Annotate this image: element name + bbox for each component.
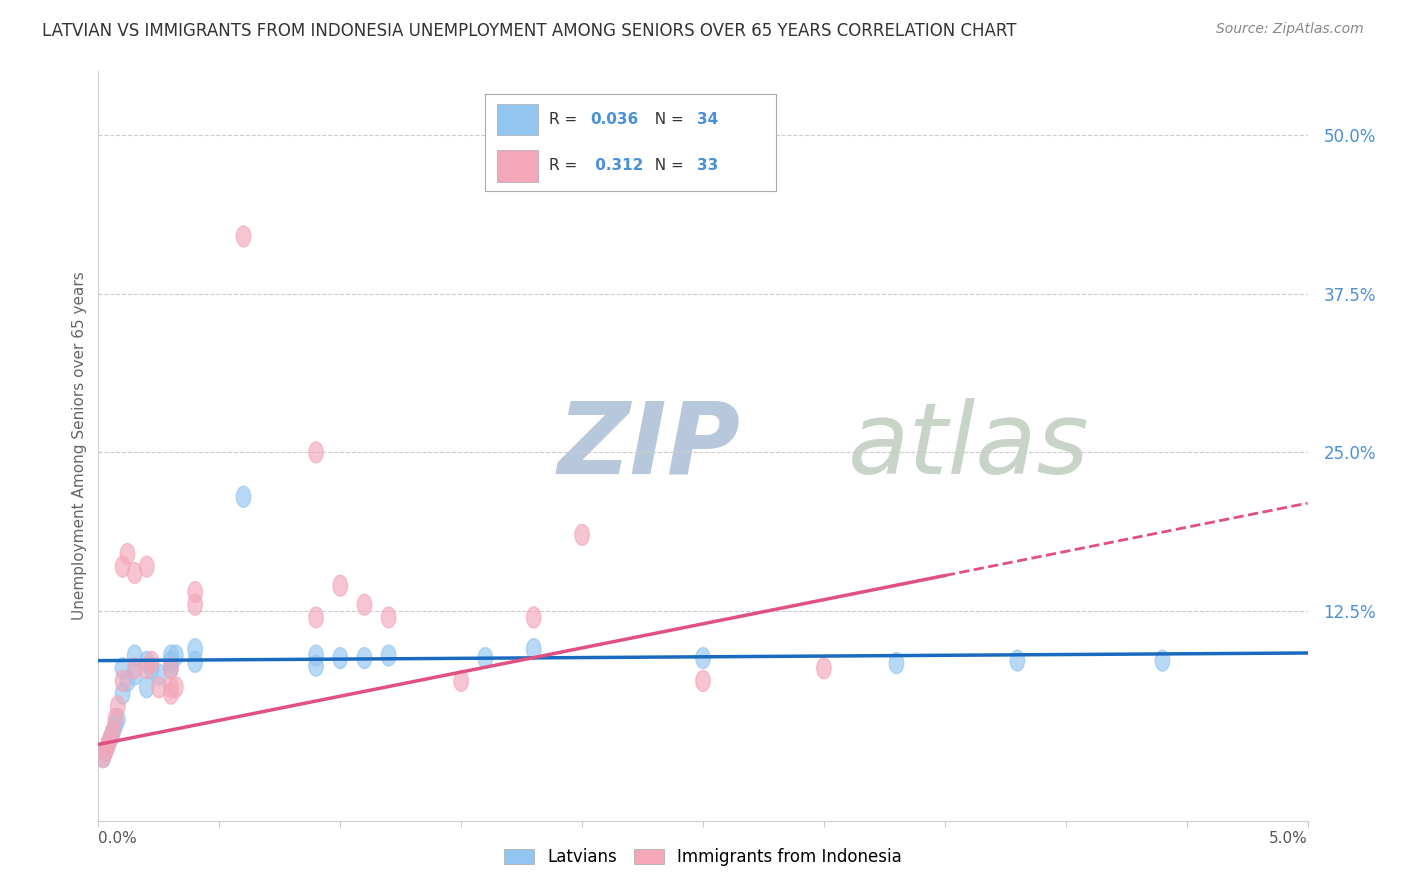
Ellipse shape <box>128 645 142 666</box>
Ellipse shape <box>115 657 129 679</box>
Ellipse shape <box>128 563 142 583</box>
Ellipse shape <box>575 524 589 545</box>
Ellipse shape <box>696 648 710 669</box>
Ellipse shape <box>120 543 135 565</box>
Ellipse shape <box>309 645 323 666</box>
Ellipse shape <box>309 442 323 463</box>
Ellipse shape <box>108 708 122 730</box>
Ellipse shape <box>163 657 179 679</box>
Ellipse shape <box>128 657 142 679</box>
Ellipse shape <box>115 683 129 704</box>
Ellipse shape <box>163 657 179 679</box>
Ellipse shape <box>817 657 831 679</box>
Ellipse shape <box>526 639 541 660</box>
Ellipse shape <box>696 671 710 691</box>
Ellipse shape <box>96 747 111 768</box>
Ellipse shape <box>152 665 166 685</box>
Ellipse shape <box>381 645 396 666</box>
Ellipse shape <box>128 665 142 685</box>
Ellipse shape <box>357 648 371 669</box>
Ellipse shape <box>111 708 125 730</box>
Ellipse shape <box>163 651 179 673</box>
Ellipse shape <box>139 677 155 698</box>
Ellipse shape <box>188 639 202 660</box>
Ellipse shape <box>1010 650 1025 671</box>
Ellipse shape <box>139 657 155 679</box>
Ellipse shape <box>1156 650 1170 671</box>
Text: LATVIAN VS IMMIGRANTS FROM INDONESIA UNEMPLOYMENT AMONG SENIORS OVER 65 YEARS CO: LATVIAN VS IMMIGRANTS FROM INDONESIA UNE… <box>42 22 1017 40</box>
Ellipse shape <box>188 651 202 673</box>
Ellipse shape <box>111 696 125 717</box>
Ellipse shape <box>101 734 115 755</box>
Ellipse shape <box>105 722 120 742</box>
Ellipse shape <box>115 671 129 691</box>
Ellipse shape <box>236 226 250 247</box>
Ellipse shape <box>98 740 112 761</box>
Ellipse shape <box>169 677 183 698</box>
Text: Source: ZipAtlas.com: Source: ZipAtlas.com <box>1216 22 1364 37</box>
Text: 5.0%: 5.0% <box>1268 830 1308 846</box>
Ellipse shape <box>454 671 468 691</box>
Ellipse shape <box>163 683 179 704</box>
Ellipse shape <box>188 582 202 602</box>
Ellipse shape <box>309 656 323 676</box>
Legend: Latvians, Immigrants from Indonesia: Latvians, Immigrants from Indonesia <box>496 840 910 875</box>
Ellipse shape <box>139 651 155 673</box>
Ellipse shape <box>98 740 112 761</box>
Ellipse shape <box>381 607 396 628</box>
Ellipse shape <box>889 653 904 673</box>
Ellipse shape <box>103 728 118 748</box>
Ellipse shape <box>188 594 202 615</box>
Text: atlas: atlas <box>848 398 1090 494</box>
Ellipse shape <box>163 645 179 666</box>
Ellipse shape <box>478 648 492 669</box>
Ellipse shape <box>120 671 135 691</box>
Ellipse shape <box>236 486 250 508</box>
Ellipse shape <box>101 734 115 755</box>
Text: ZIP: ZIP <box>558 398 741 494</box>
Ellipse shape <box>333 648 347 669</box>
Ellipse shape <box>526 607 541 628</box>
Ellipse shape <box>169 645 183 666</box>
Ellipse shape <box>357 594 371 615</box>
Ellipse shape <box>145 651 159 673</box>
Ellipse shape <box>103 728 118 748</box>
Ellipse shape <box>163 677 179 698</box>
Ellipse shape <box>108 714 122 736</box>
Ellipse shape <box>309 607 323 628</box>
Ellipse shape <box>115 556 129 577</box>
Ellipse shape <box>105 722 120 742</box>
Ellipse shape <box>152 677 166 698</box>
Ellipse shape <box>145 657 159 679</box>
Ellipse shape <box>139 556 155 577</box>
Y-axis label: Unemployment Among Seniors over 65 years: Unemployment Among Seniors over 65 years <box>72 272 87 620</box>
Text: 0.0%: 0.0% <box>98 830 138 846</box>
Ellipse shape <box>333 575 347 596</box>
Ellipse shape <box>96 747 111 768</box>
